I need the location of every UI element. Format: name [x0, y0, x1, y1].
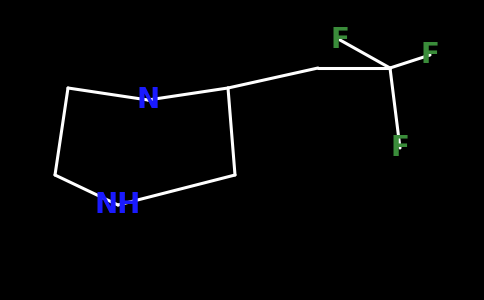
Text: F: F: [391, 134, 409, 162]
Text: F: F: [421, 41, 439, 69]
Text: F: F: [331, 26, 349, 54]
Text: NH: NH: [95, 191, 141, 219]
Text: N: N: [136, 86, 160, 114]
